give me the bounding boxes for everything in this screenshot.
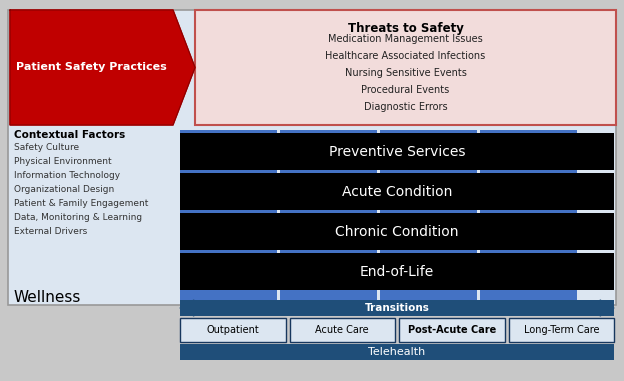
- Text: Medication Management Issues: Medication Management Issues: [328, 34, 483, 44]
- Text: Post-Acute Care: Post-Acute Care: [407, 325, 496, 335]
- Bar: [399, 318, 504, 342]
- Bar: [180, 213, 614, 250]
- Text: Preventive Services: Preventive Services: [329, 144, 466, 158]
- Bar: [180, 130, 277, 300]
- Bar: [380, 130, 477, 300]
- Text: Procedural Events: Procedural Events: [361, 85, 450, 95]
- Bar: [8, 10, 616, 305]
- Text: External Drivers: External Drivers: [14, 227, 87, 236]
- Text: Wellness: Wellness: [14, 290, 81, 305]
- Text: End-of-Life: End-of-Life: [360, 264, 434, 279]
- Bar: [509, 318, 614, 342]
- Bar: [480, 130, 577, 300]
- Bar: [180, 318, 286, 342]
- Text: Nursing Sensitive Events: Nursing Sensitive Events: [344, 68, 466, 78]
- Text: Contextual Factors: Contextual Factors: [14, 130, 125, 140]
- Text: Information Technology: Information Technology: [14, 171, 120, 180]
- Bar: [290, 318, 395, 342]
- Bar: [195, 10, 616, 125]
- Bar: [180, 344, 614, 360]
- Polygon shape: [600, 300, 614, 316]
- Text: Organizational Design: Organizational Design: [14, 185, 114, 194]
- Text: Safety Culture: Safety Culture: [14, 143, 79, 152]
- Text: Data, Monitoring & Learning: Data, Monitoring & Learning: [14, 213, 142, 222]
- Polygon shape: [10, 10, 195, 125]
- Text: Patient Safety Practices: Patient Safety Practices: [16, 62, 167, 72]
- Text: Diagnostic Errors: Diagnostic Errors: [364, 102, 447, 112]
- Text: Patient & Family Engagement: Patient & Family Engagement: [14, 199, 149, 208]
- Text: Long-Term Care: Long-Term Care: [524, 325, 599, 335]
- Bar: [180, 253, 614, 290]
- Polygon shape: [180, 300, 194, 316]
- Text: Telehealth: Telehealth: [368, 347, 426, 357]
- Text: Acute Condition: Acute Condition: [342, 184, 452, 199]
- Bar: [180, 133, 614, 170]
- Text: Chronic Condition: Chronic Condition: [335, 224, 459, 239]
- Text: Healthcare Associated Infections: Healthcare Associated Infections: [325, 51, 485, 61]
- Text: Outpatient: Outpatient: [207, 325, 259, 335]
- Bar: [180, 173, 614, 210]
- Text: Transitions: Transitions: [364, 303, 429, 313]
- Bar: [280, 130, 377, 300]
- Text: Acute Care: Acute Care: [316, 325, 369, 335]
- Text: Threats to Safety: Threats to Safety: [348, 22, 464, 35]
- Bar: [180, 300, 614, 316]
- Text: Physical Environment: Physical Environment: [14, 157, 112, 166]
